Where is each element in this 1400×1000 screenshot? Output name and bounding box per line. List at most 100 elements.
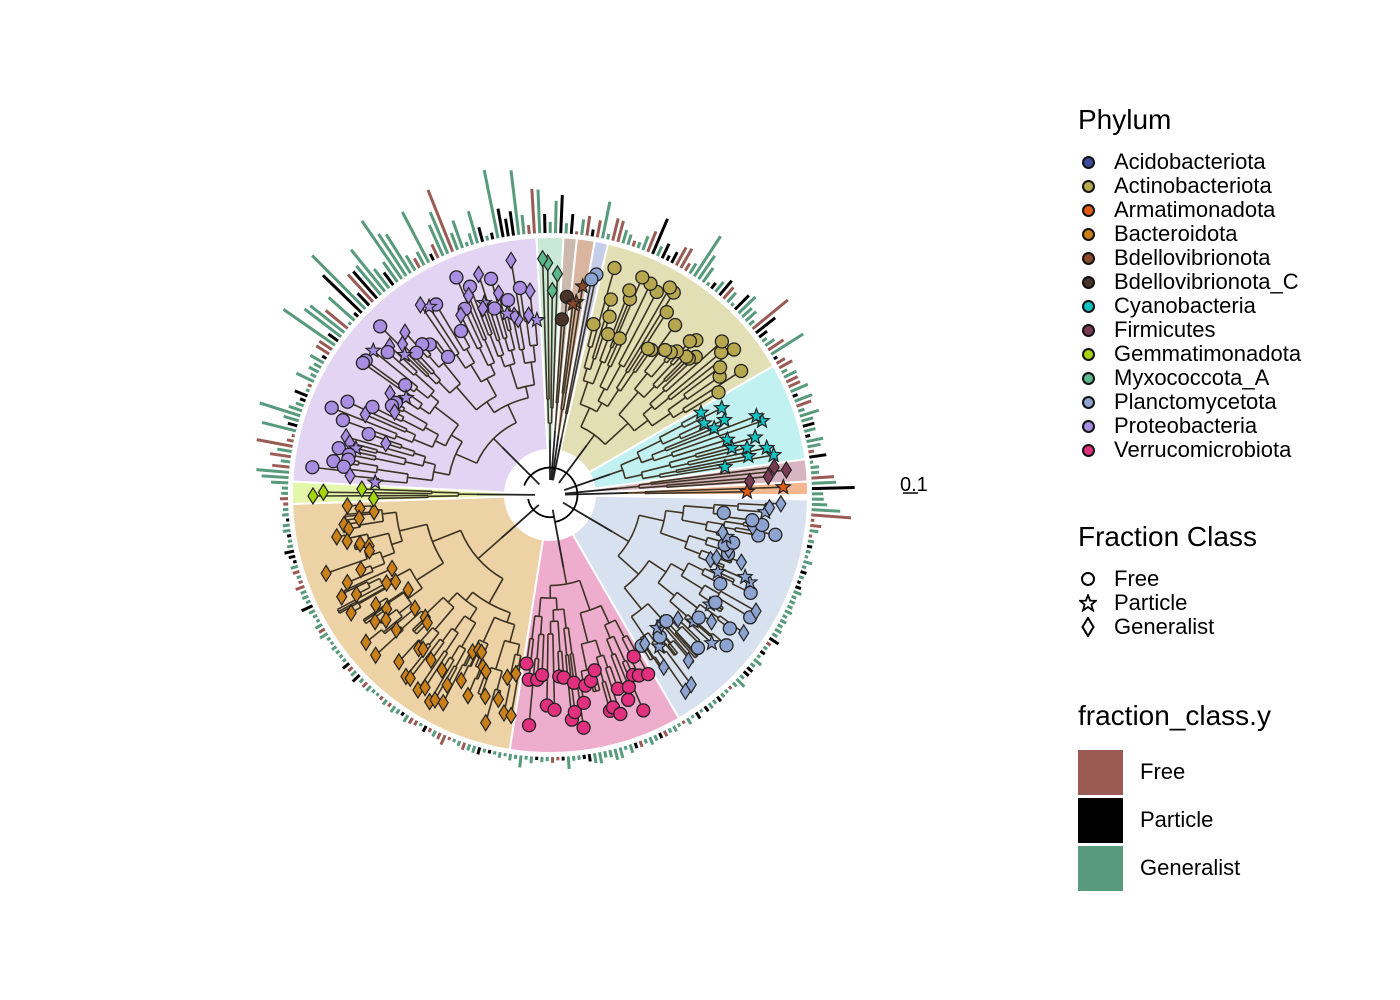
abundance-bar (356, 292, 371, 307)
branch (667, 644, 677, 655)
tip-marker-diamond (380, 610, 392, 630)
branch (423, 460, 436, 466)
legend-item-generalist: Generalist (1078, 844, 1271, 892)
tip-marker-star (746, 428, 764, 445)
abundance-bar (811, 502, 828, 507)
branch (401, 610, 423, 630)
branch (358, 588, 386, 605)
tip-marker-star (695, 414, 713, 431)
branch (404, 461, 424, 467)
branch (599, 337, 610, 362)
branch (419, 304, 456, 357)
branch (506, 612, 511, 623)
branch (596, 402, 603, 413)
tip-marker-circle (500, 292, 516, 308)
tip-marker-diamond (737, 623, 750, 643)
branch (623, 587, 643, 610)
abundance-bar (808, 449, 815, 454)
abundance-bar (703, 705, 710, 713)
branch (586, 434, 596, 446)
tip-marker-diamond (421, 613, 434, 632)
tip-marker-star (723, 438, 741, 456)
tip-marker-diamond (429, 690, 441, 710)
legend-item-gemmatimonadota: Gemmatimonadota (1078, 341, 1301, 366)
abundance-bar (384, 233, 412, 274)
branch (430, 394, 440, 403)
branch (638, 514, 665, 522)
branch (620, 456, 640, 466)
branch (591, 267, 616, 348)
branch (480, 373, 496, 383)
legend-label: Armatimonadota (1114, 197, 1276, 222)
legend-label: Verrucomicrobiota (1114, 437, 1292, 462)
branch (551, 435, 560, 481)
branch (660, 532, 688, 543)
abundance-bar (701, 267, 715, 284)
abundance-bar (477, 226, 485, 243)
branch (589, 358, 595, 370)
branch (524, 386, 530, 399)
tip-marker-diamond (780, 460, 793, 480)
branch (604, 422, 629, 445)
tip-marker-star (738, 482, 756, 500)
branch (671, 420, 763, 454)
branch (424, 596, 444, 616)
branch (469, 607, 478, 620)
branch (578, 580, 591, 611)
abundance-bar (582, 754, 587, 760)
circle-icon (1079, 345, 1097, 363)
branch (712, 504, 715, 514)
abundance-bar (648, 736, 655, 746)
abundance-bar (759, 649, 766, 656)
tip-marker-circle (716, 505, 731, 521)
branch (704, 584, 720, 595)
branch (651, 412, 671, 427)
abundance-bar (513, 754, 518, 760)
branch (486, 401, 495, 414)
legend-item-particle: Particle (1078, 590, 1257, 615)
branch (391, 540, 403, 546)
abundance-bar (681, 720, 686, 725)
abundance-bar (298, 579, 304, 585)
abundance-bar (643, 738, 648, 744)
tip-marker-diamond (402, 580, 414, 599)
abundance-bar (585, 215, 592, 236)
branch (407, 476, 433, 482)
abundance-bar (256, 438, 293, 448)
branch (359, 520, 384, 526)
tip-marker-diamond (705, 612, 718, 631)
abundance-bar (312, 613, 318, 619)
tip-marker-diamond (369, 646, 382, 665)
tip-marker-diamond (360, 633, 372, 652)
abundance-bar (749, 662, 756, 668)
abundance-bar (807, 442, 821, 449)
clade-sector-verrucomicrobiota (508, 532, 681, 754)
abundance-bar (786, 604, 794, 610)
tip-marker-star (716, 457, 734, 475)
tip-marker-diamond (551, 264, 564, 283)
abundance-bar (810, 465, 820, 470)
phylum-legend-items: Acidobacteriota Actinobacteriota Armatimon… (1078, 149, 1301, 462)
tip-marker-circle (600, 327, 616, 342)
tip-marker-circle (576, 695, 591, 711)
circle-icon (1079, 570, 1097, 588)
color-dot (1081, 419, 1095, 433)
branch (530, 361, 536, 385)
abundance-bar (321, 354, 328, 360)
abundance-bar (282, 523, 290, 528)
tip-marker-diamond (393, 652, 405, 671)
abundance-bar (628, 743, 635, 754)
branch (572, 653, 585, 728)
abundance-bar (656, 245, 664, 257)
abundance-bar (798, 575, 805, 580)
tip-marker-circle (534, 667, 550, 683)
branch (695, 447, 733, 458)
tip-marker-circle (708, 595, 723, 610)
legend-label: Generalist (1114, 614, 1215, 639)
branch (650, 466, 775, 484)
branch (494, 640, 506, 670)
abundance-bar (626, 234, 633, 246)
branch (361, 488, 433, 493)
branch (435, 304, 465, 352)
abundance-bar (299, 397, 307, 403)
